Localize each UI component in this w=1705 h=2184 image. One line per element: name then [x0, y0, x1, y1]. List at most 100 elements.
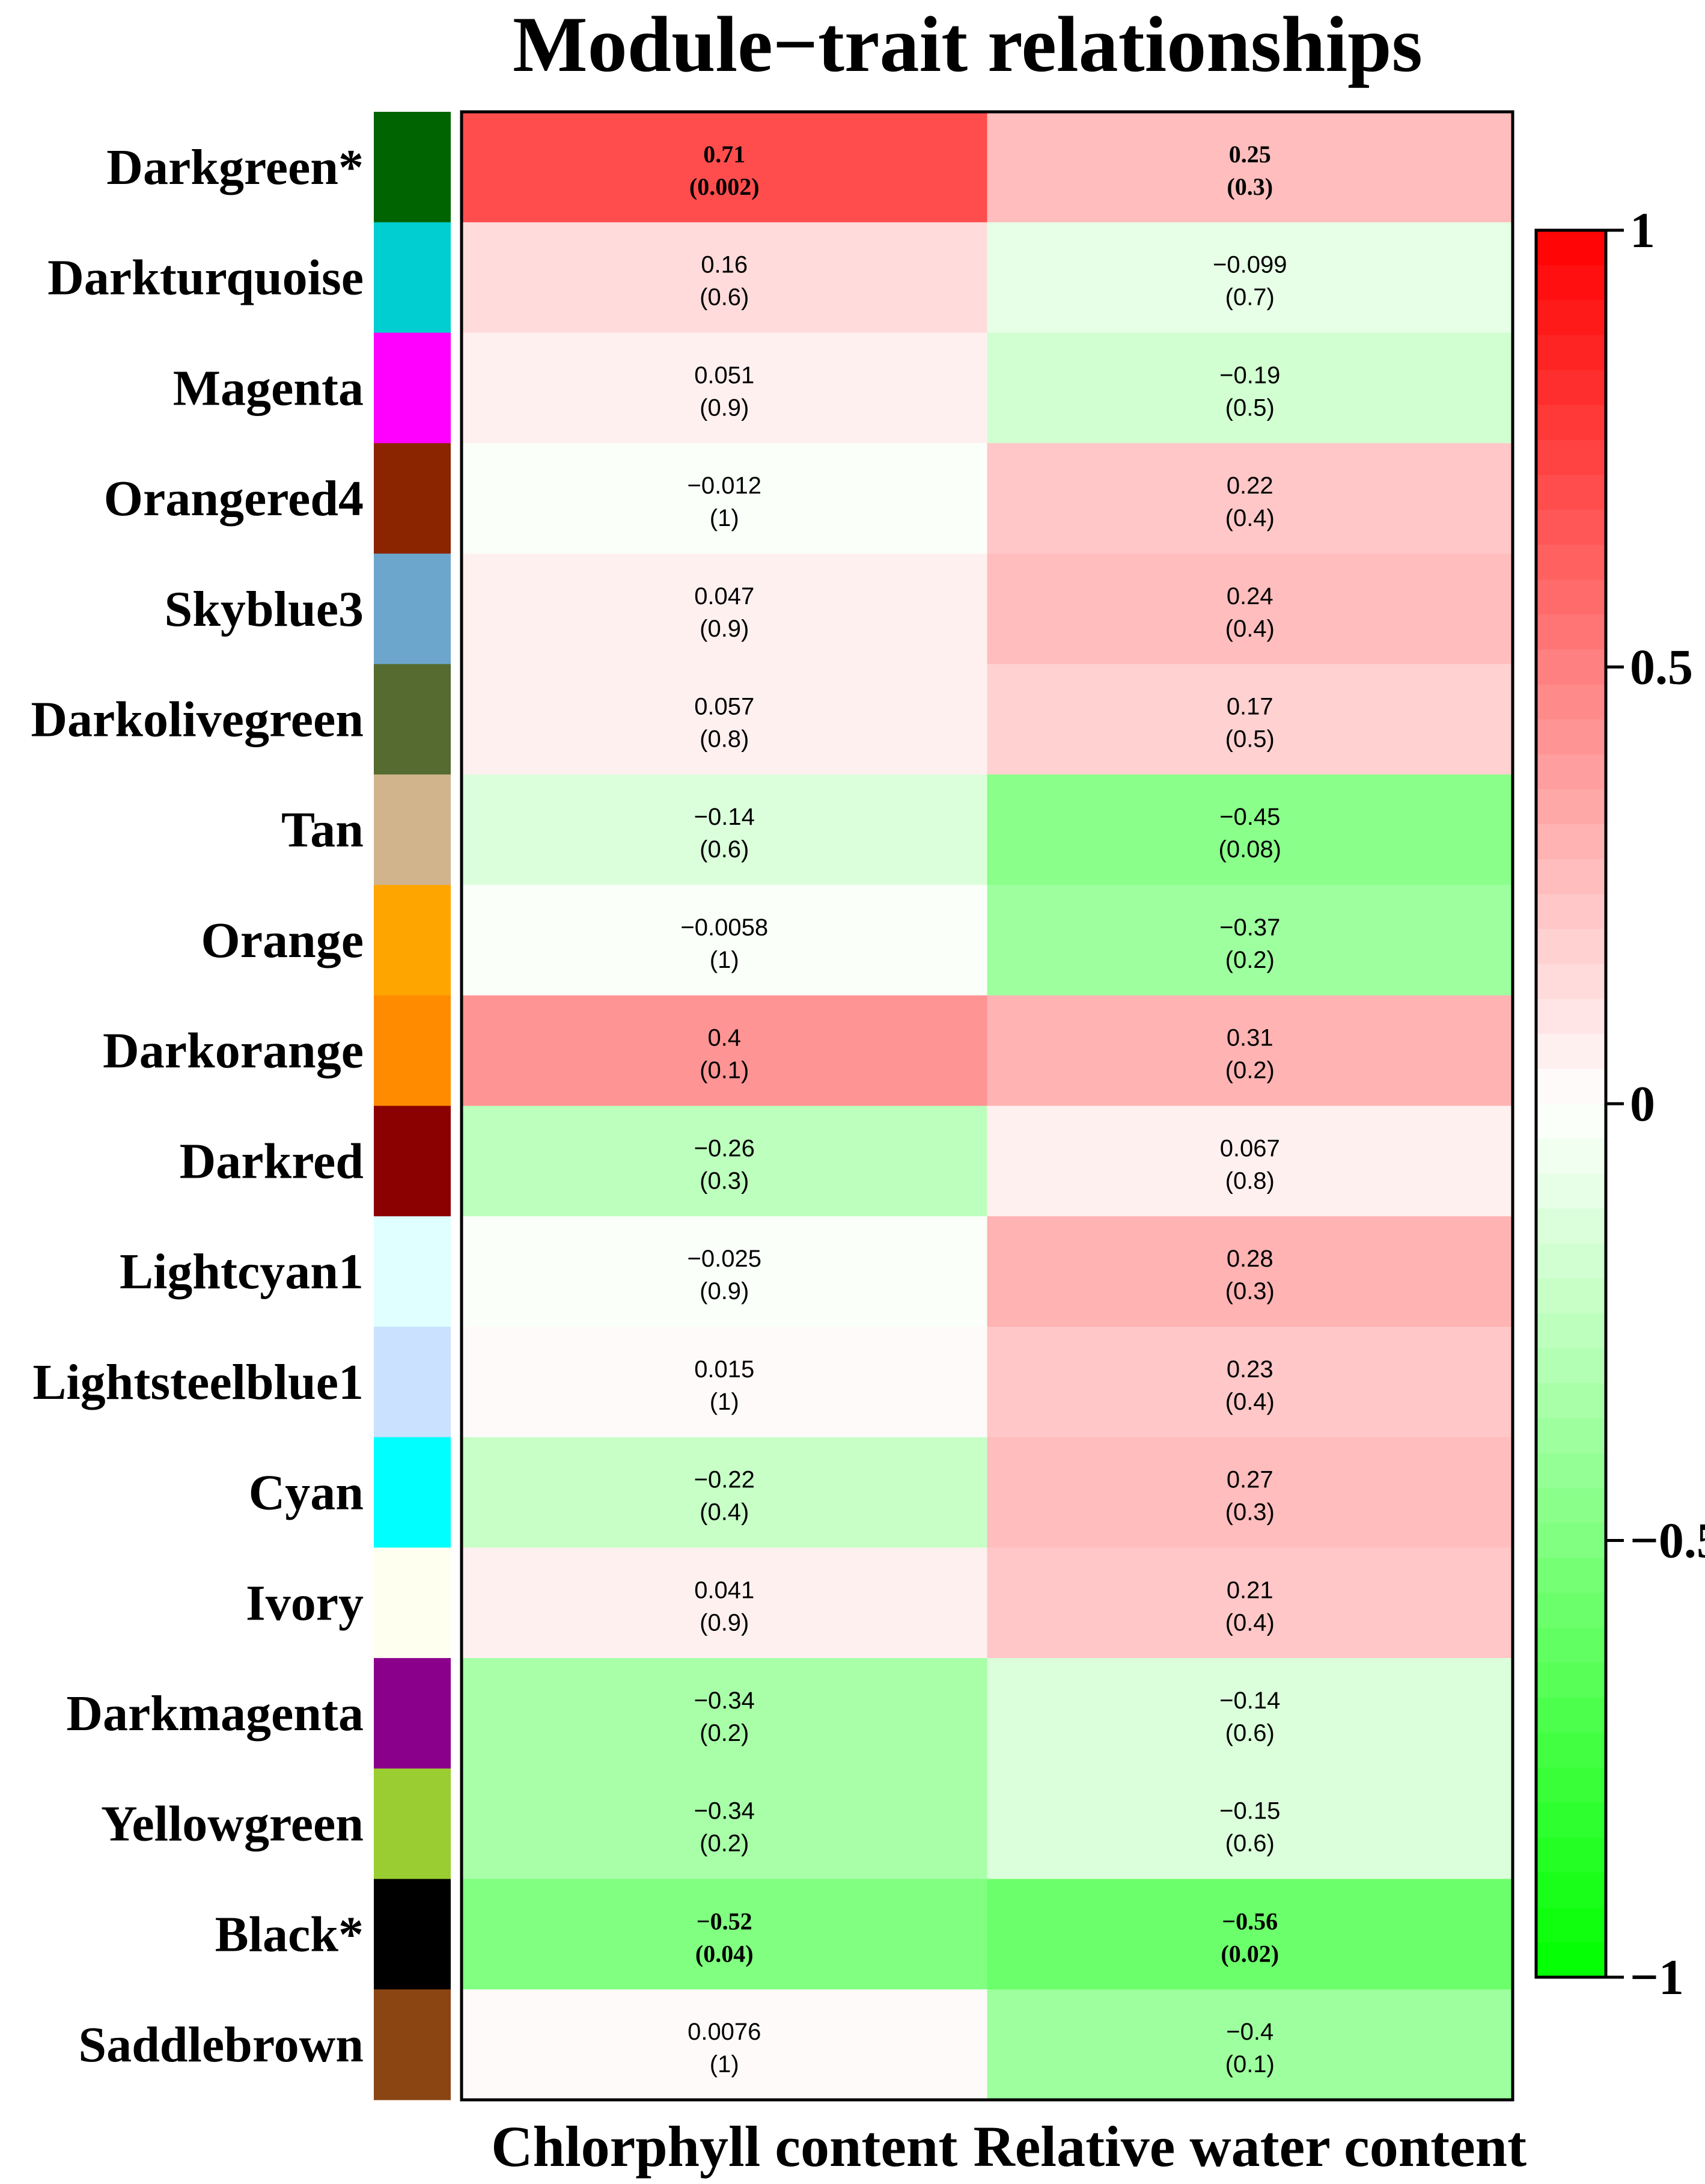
legend-tick-label: 1	[1630, 203, 1655, 258]
legend-color-segment	[1536, 1068, 1606, 1104]
legend-color-segment	[1536, 1348, 1606, 1384]
legend-color-segment	[1536, 1662, 1606, 1698]
cell-correlation-label: 0.051	[694, 362, 754, 388]
module-swatch	[374, 1106, 451, 1217]
cell-pvalue-label: (0.02)	[1221, 1940, 1279, 1967]
row-label: Darkorange	[103, 1023, 364, 1079]
cell-pvalue-label: (1)	[710, 947, 739, 973]
row-labels: Darkgreen* Darkturquoise Magenta Orangered4…	[31, 139, 364, 2073]
cell-pvalue-label: (0.4)	[1225, 1389, 1275, 1415]
chart-title: Module−trait relationships	[513, 0, 1423, 88]
legend-color-segment	[1536, 719, 1606, 755]
cell-pvalue-label: (1)	[710, 2051, 739, 2078]
heatmap-cells: 0.71 (0.002) 0.25 (0.3) 0.16 (0.6) −0.099 (0.7)…	[462, 112, 1513, 2100]
cell-correlation-label: 0.015	[694, 1356, 754, 1383]
row-label: Skyblue3	[165, 581, 364, 637]
heatmap-cell	[987, 222, 1513, 333]
module-swatch	[374, 1216, 451, 1327]
cell-correlation-label: −0.34	[694, 1687, 755, 1714]
heatmap-cell	[462, 332, 987, 444]
cell-pvalue-label: (0.9)	[700, 394, 749, 421]
legend-color-segment	[1536, 824, 1606, 860]
legend-color-segment	[1536, 614, 1606, 650]
cell-pvalue-label: (0.1)	[700, 1057, 749, 1084]
module-color-column	[374, 112, 451, 2100]
color-scale-legend: 1 0.5 0 −0.5 −1	[1534, 203, 1705, 2005]
legend-color-segment	[1536, 1523, 1606, 1559]
legend-color-segment	[1536, 754, 1606, 790]
cell-correlation-label: 0.28	[1227, 1246, 1273, 1272]
heatmap-cell	[987, 112, 1513, 223]
heatmap-cell	[987, 664, 1513, 775]
cell-correlation-label: −0.34	[694, 1798, 755, 1825]
heatmap-cell	[987, 1768, 1513, 1880]
row-label: Saddlebrown	[78, 2017, 364, 2073]
cell-correlation-label: −0.025	[688, 1246, 761, 1272]
legend-tick-label: 0.5	[1630, 640, 1693, 696]
cell-pvalue-label: (0.2)	[700, 1831, 749, 1857]
cell-correlation-label: −0.0058	[680, 914, 768, 941]
legend-color-segment	[1536, 684, 1606, 720]
cell-correlation-label: 0.25	[1229, 141, 1271, 168]
legend-color-segment	[1536, 545, 1606, 580]
legend-color-segment	[1536, 1592, 1606, 1629]
module-swatch	[374, 1326, 451, 1438]
cell-correlation-label: 0.041	[694, 1577, 754, 1603]
cell-correlation-label: −0.14	[694, 804, 755, 830]
cell-correlation-label: −0.52	[697, 1907, 752, 1935]
cell-pvalue-label: (1)	[710, 1389, 739, 1415]
cell-pvalue-label: (0.5)	[1225, 394, 1275, 421]
row-label: Darkred	[180, 1133, 364, 1189]
cell-pvalue-label: (0.6)	[700, 836, 749, 863]
cell-correlation-label: −0.14	[1219, 1687, 1280, 1714]
cell-correlation-label: −0.099	[1213, 252, 1287, 278]
cell-pvalue-label: (0.002)	[689, 173, 760, 200]
heatmap-cell	[462, 1989, 987, 2100]
heatmap-cell	[462, 1326, 987, 1438]
legend-color-segment	[1536, 1173, 1606, 1209]
heatmap-cell	[987, 1437, 1513, 1548]
legend-color-segment	[1536, 335, 1606, 371]
legend-color-segment	[1536, 265, 1606, 301]
row-label: Darkgreen*	[106, 139, 364, 195]
legend-color-segment	[1536, 509, 1606, 545]
cell-pvalue-label: (0.8)	[1225, 1167, 1275, 1194]
legend-color-segment	[1536, 1243, 1606, 1279]
cell-correlation-label: −0.4	[1226, 2019, 1273, 2045]
heatmap-cell	[987, 1106, 1513, 1217]
heatmap-cell	[462, 553, 987, 665]
cell-pvalue-label: (0.7)	[1225, 284, 1275, 311]
cell-pvalue-label: (0.6)	[700, 284, 749, 311]
legend-color-segment	[1536, 1558, 1606, 1594]
heatmap-cell	[987, 1326, 1513, 1438]
cell-pvalue-label: (0.08)	[1219, 836, 1282, 863]
cell-pvalue-label: (0.9)	[700, 616, 749, 642]
heatmap-cell	[462, 1437, 987, 1548]
legend-color-segment	[1536, 964, 1606, 1000]
cell-pvalue-label: (0.3)	[1225, 1499, 1275, 1526]
legend-color-segment	[1536, 1104, 1606, 1139]
cell-correlation-label: −0.19	[1219, 362, 1280, 388]
cell-correlation-label: 0.21	[1227, 1577, 1273, 1603]
cell-correlation-label: −0.45	[1219, 804, 1280, 830]
module-swatch	[374, 1768, 451, 1880]
legend-color-segment	[1536, 1733, 1606, 1768]
legend-color-segment	[1536, 1418, 1606, 1454]
legend-color-segment	[1536, 1208, 1606, 1244]
row-label: Orangered4	[104, 471, 364, 527]
legend-color-segment	[1536, 439, 1606, 476]
legend-color-segment	[1536, 300, 1606, 335]
heatmap-cell	[987, 1989, 1513, 2100]
cell-correlation-label: −0.56	[1222, 1907, 1278, 1935]
module-swatch	[374, 112, 451, 223]
cell-pvalue-label: (0.4)	[1225, 616, 1275, 642]
cell-pvalue-label: (0.2)	[1225, 947, 1275, 973]
cell-correlation-label: 0.047	[694, 583, 754, 610]
row-label: Orange	[201, 913, 364, 968]
module-swatch	[374, 443, 451, 554]
row-label: Magenta	[173, 360, 364, 416]
row-label: Darkolivegreen	[31, 691, 364, 747]
heatmap-cell	[462, 1547, 987, 1659]
cell-pvalue-label: (0.4)	[1225, 505, 1275, 531]
legend-tick-label: 0	[1630, 1076, 1655, 1132]
